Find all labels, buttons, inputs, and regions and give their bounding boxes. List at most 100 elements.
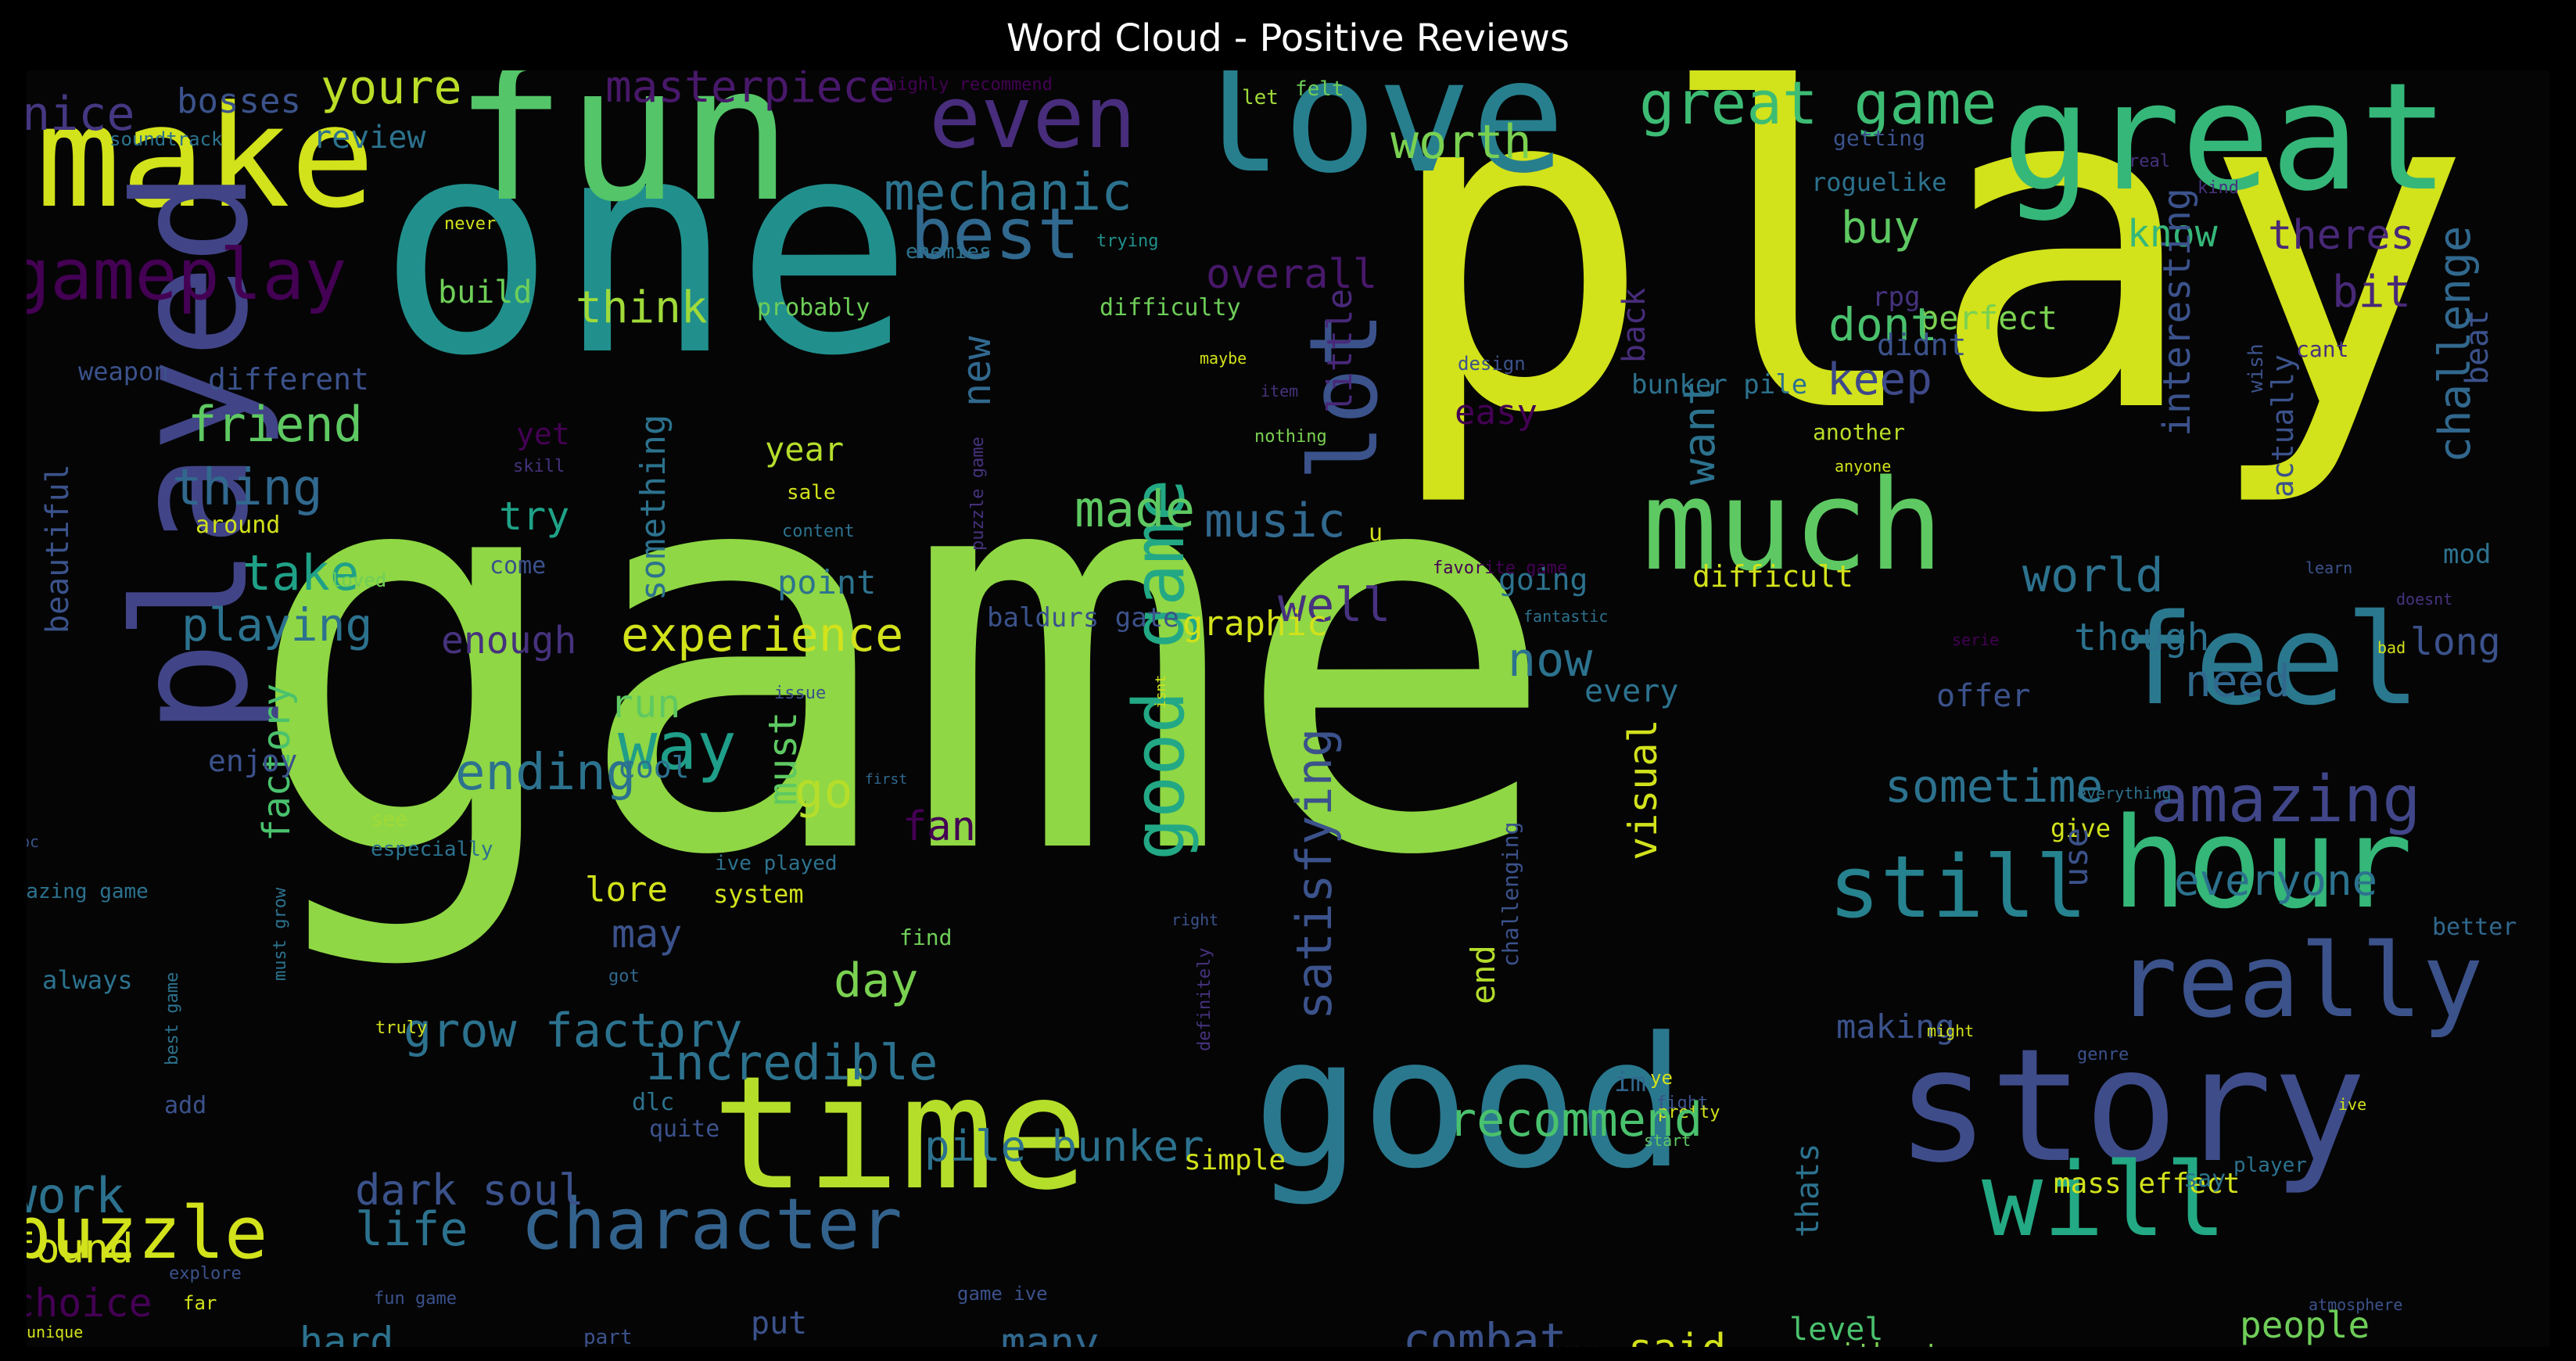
cloud-word: better (2432, 914, 2517, 941)
cloud-word: first (865, 771, 908, 788)
cloud-word: amazing game (27, 880, 149, 904)
cloud-word: really (2116, 921, 2484, 1040)
cloud-word: easy (1455, 392, 1537, 433)
cloud-word: masterpiece (605, 70, 895, 113)
cloud-word: game (242, 338, 1561, 975)
cloud-word: kind (2197, 178, 2239, 198)
cloud-word: system (713, 878, 804, 909)
cloud-word: gameplay (27, 234, 347, 316)
cloud-word: feel (2119, 587, 2421, 733)
cloud-word: truly (375, 1018, 428, 1038)
cloud-word: genre (2077, 1044, 2129, 1065)
cloud-word: incredible (646, 1033, 938, 1091)
cloud-word: atmosphere (2309, 1295, 2403, 1314)
cloud-word: need (2185, 656, 2291, 708)
cloud-word: long (2410, 620, 2501, 665)
cloud-word: especially (371, 838, 493, 862)
cloud-word: friend (188, 395, 363, 453)
cloud-word: mod (2443, 538, 2492, 570)
cloud-word: difficult (1692, 559, 1853, 594)
cloud-word: favorite game (1433, 558, 1568, 578)
cloud-word: theres (2268, 211, 2415, 259)
cloud-word: grow factory (404, 1004, 743, 1058)
cloud-word: found (27, 1225, 134, 1273)
cloud-word: going (1498, 562, 1588, 598)
cloud-word: nothing (1254, 426, 1327, 447)
cloud-word: cant (2296, 336, 2349, 363)
cloud-word: play (1381, 70, 2474, 512)
cloud-word: dont (1828, 298, 1938, 352)
cloud-word: run (610, 681, 681, 727)
cloud-word: trying (1096, 231, 1159, 251)
cloud-word: keep (1827, 354, 1932, 406)
cloud-word: offer (1936, 678, 2031, 714)
cloud-word: look (2215, 1346, 2279, 1347)
cloud-word: thing (172, 458, 323, 517)
cloud-word: fantastic (1523, 607, 1609, 626)
cloud-word: must grow (271, 887, 290, 981)
cloud-word: playing (181, 598, 373, 652)
cloud-word: back (1616, 287, 1652, 363)
cloud-word: made (1075, 480, 1196, 539)
cloud-word: player (2233, 1154, 2307, 1178)
cloud-word: time (712, 1043, 1089, 1225)
cloud-word: puzzle (27, 1190, 268, 1275)
cloud-word: real (2129, 151, 2170, 171)
cloud-word: explore (169, 1263, 242, 1284)
cloud-word: world (2022, 548, 2164, 603)
cloud-word: everyone (2174, 855, 2378, 905)
cloud-word: getting (1833, 125, 1926, 152)
cloud-word: will (1982, 1140, 2227, 1259)
cloud-word: music (1204, 494, 1346, 548)
cloud-word: puzzle game (968, 436, 988, 551)
cloud-word: many (1001, 1319, 1100, 1347)
cloud-word: even (929, 70, 1136, 167)
cloud-word: take (242, 544, 360, 601)
cloud-word: little (1320, 289, 1360, 413)
cloud-word: may (612, 911, 683, 957)
cloud-word: work (27, 1166, 125, 1224)
cloud-word: review (313, 120, 426, 156)
cloud-word: want (1674, 379, 1725, 485)
cloud-word: new (954, 336, 999, 407)
cloud-word: isnt (1153, 674, 1169, 709)
cloud-word: serie (1952, 630, 2000, 649)
cloud-word: nice (27, 87, 135, 142)
cloud-word: build (438, 275, 533, 311)
cloud-word: bad (2377, 638, 2406, 657)
cloud-word: im (1614, 1066, 1646, 1098)
cloud-word: level (1789, 1312, 1884, 1347)
cloud-word: enough (441, 619, 577, 663)
cloud-word: cool (618, 750, 690, 785)
cloud-word: hour (2111, 790, 2413, 936)
cloud-word: end (1464, 945, 1502, 1004)
cloud-word: actually (2266, 354, 2300, 497)
cloud-word: go (795, 761, 853, 819)
cloud-word: fight (1656, 1093, 1709, 1113)
cloud-word: quite (649, 1115, 720, 1143)
cloud-word: every (1584, 673, 1679, 709)
cloud-word: experience (621, 608, 904, 663)
cloud-word: sometime (1885, 760, 2104, 813)
cloud-word: u (1369, 519, 1383, 547)
cloud-word: issue (774, 683, 827, 703)
cloud-word: overall (1206, 250, 1378, 298)
cloud-word: fun (454, 70, 793, 243)
cloud-word: put (751, 1305, 808, 1341)
cloud-word: ending (455, 743, 637, 802)
cloud-word: wish (2244, 343, 2268, 393)
cloud-word: skill (513, 456, 565, 476)
cloud-word: yet (516, 417, 570, 452)
cloud-word: loved (330, 569, 387, 591)
cloud-word: story (1896, 1015, 2367, 1198)
cloud-word: way (618, 707, 737, 785)
cloud-word: weapon (78, 356, 169, 386)
cloud-word: felt (1295, 77, 1344, 102)
cloud-word: bosses (177, 81, 301, 121)
cloud-word: thats (1790, 1143, 1826, 1237)
cloud-word: know (2127, 212, 2218, 257)
cloud-word: mass effect (2054, 1168, 2241, 1201)
cloud-word: give (2050, 813, 2111, 843)
cloud-word: challenge (2430, 225, 2481, 463)
cloud-word: people (2240, 1304, 2370, 1347)
